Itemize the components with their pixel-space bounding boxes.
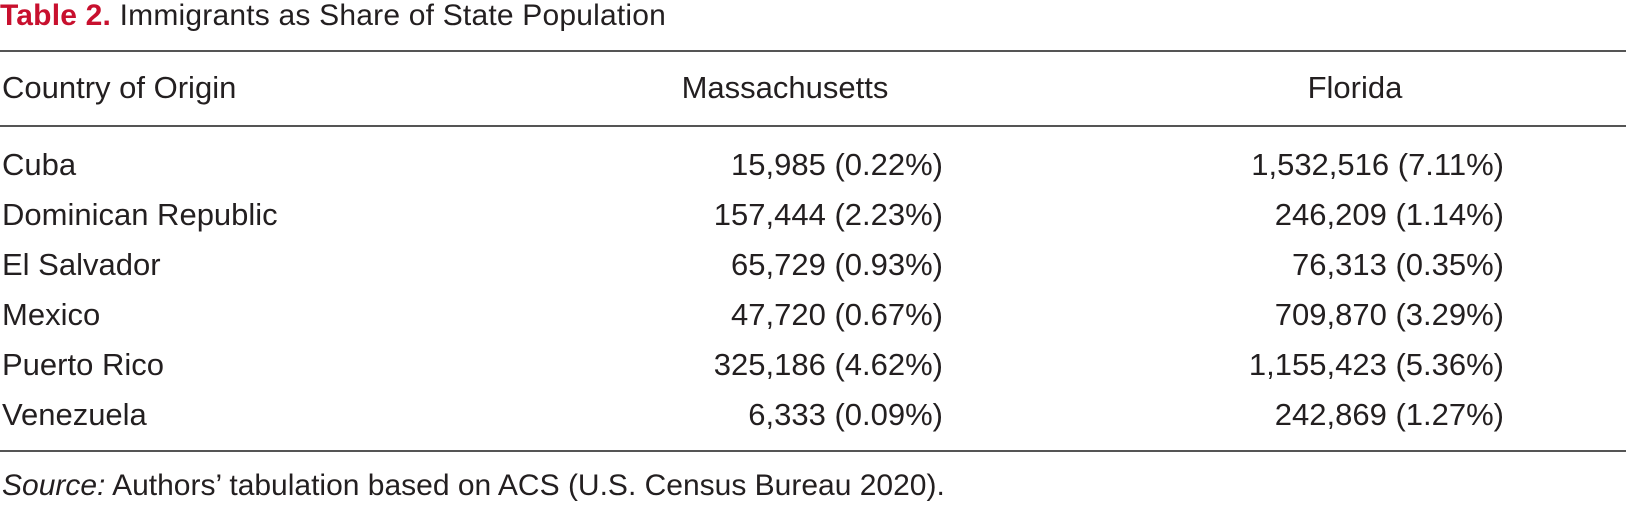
table-row: Cuba 15,985 (0.22%) 1,532,516 (7.11%): [0, 140, 1626, 190]
country-cell: Cuba: [2, 147, 77, 182]
table-label: Table 2.: [0, 0, 112, 32]
country-cell: Dominican Republic: [2, 197, 278, 232]
massachusetts-cell: 157,444 (2.23%): [713, 197, 943, 232]
bottom-rule: [0, 450, 1626, 452]
massachusetts-cell: 65,729 (0.93%): [731, 247, 943, 282]
table-row: Dominican Republic 157,444 (2.23%) 246,2…: [0, 190, 1626, 240]
table-title: Table 2. Immigrants as Share of State Po…: [0, 0, 666, 36]
source-note: Source: Authors’ tabulation based on ACS…: [2, 466, 945, 506]
florida-cell: 76,313 (0.35%): [1292, 247, 1504, 282]
table-row: El Salvador 65,729 (0.93%) 76,313 (0.35%…: [0, 240, 1626, 290]
massachusetts-cell: 47,720 (0.67%): [731, 297, 943, 332]
table-row: Mexico 47,720 (0.67%) 709,870 (3.29%): [0, 290, 1626, 340]
country-cell: El Salvador: [2, 247, 161, 282]
florida-cell: 246,209 (1.14%): [1274, 197, 1504, 232]
country-cell: Puerto Rico: [2, 347, 164, 382]
florida-cell: 1,155,423 (5.36%): [1248, 347, 1504, 382]
country-cell: Mexico: [2, 297, 101, 332]
massachusetts-cell: 325,186 (4.62%): [713, 347, 943, 382]
florida-cell: 242,869 (1.27%): [1274, 397, 1504, 432]
table-row: Puerto Rico 325,186 (4.62%) 1,155,423 (5…: [0, 340, 1626, 390]
massachusetts-cell: 6,333 (0.09%): [748, 397, 943, 432]
source-text: Authors’ tabulation based on ACS (U.S. C…: [112, 469, 945, 502]
table-row: Venezuela 6,333 (0.09%) 242,869 (1.27%): [0, 390, 1626, 440]
florida-cell: 709,870 (3.29%): [1274, 297, 1504, 332]
source-label: Source:: [2, 469, 106, 502]
table-body: Cuba 15,985 (0.22%) 1,532,516 (7.11%) Do…: [0, 140, 1626, 440]
header-massachusetts: Massachusetts: [681, 70, 889, 105]
table-title-text: Immigrants as Share of State Population: [119, 0, 667, 32]
massachusetts-cell: 15,985 (0.22%): [731, 147, 943, 182]
top-rule: [0, 50, 1626, 52]
florida-cell: 1,532,516 (7.11%): [1251, 147, 1504, 182]
country-cell: Venezuela: [2, 397, 147, 432]
header-country: Country of Origin: [2, 70, 237, 105]
header-rule: [0, 125, 1626, 127]
table-header: Country of Origin Massachusetts Florida: [0, 50, 1626, 125]
header-florida: Florida: [1307, 70, 1403, 105]
